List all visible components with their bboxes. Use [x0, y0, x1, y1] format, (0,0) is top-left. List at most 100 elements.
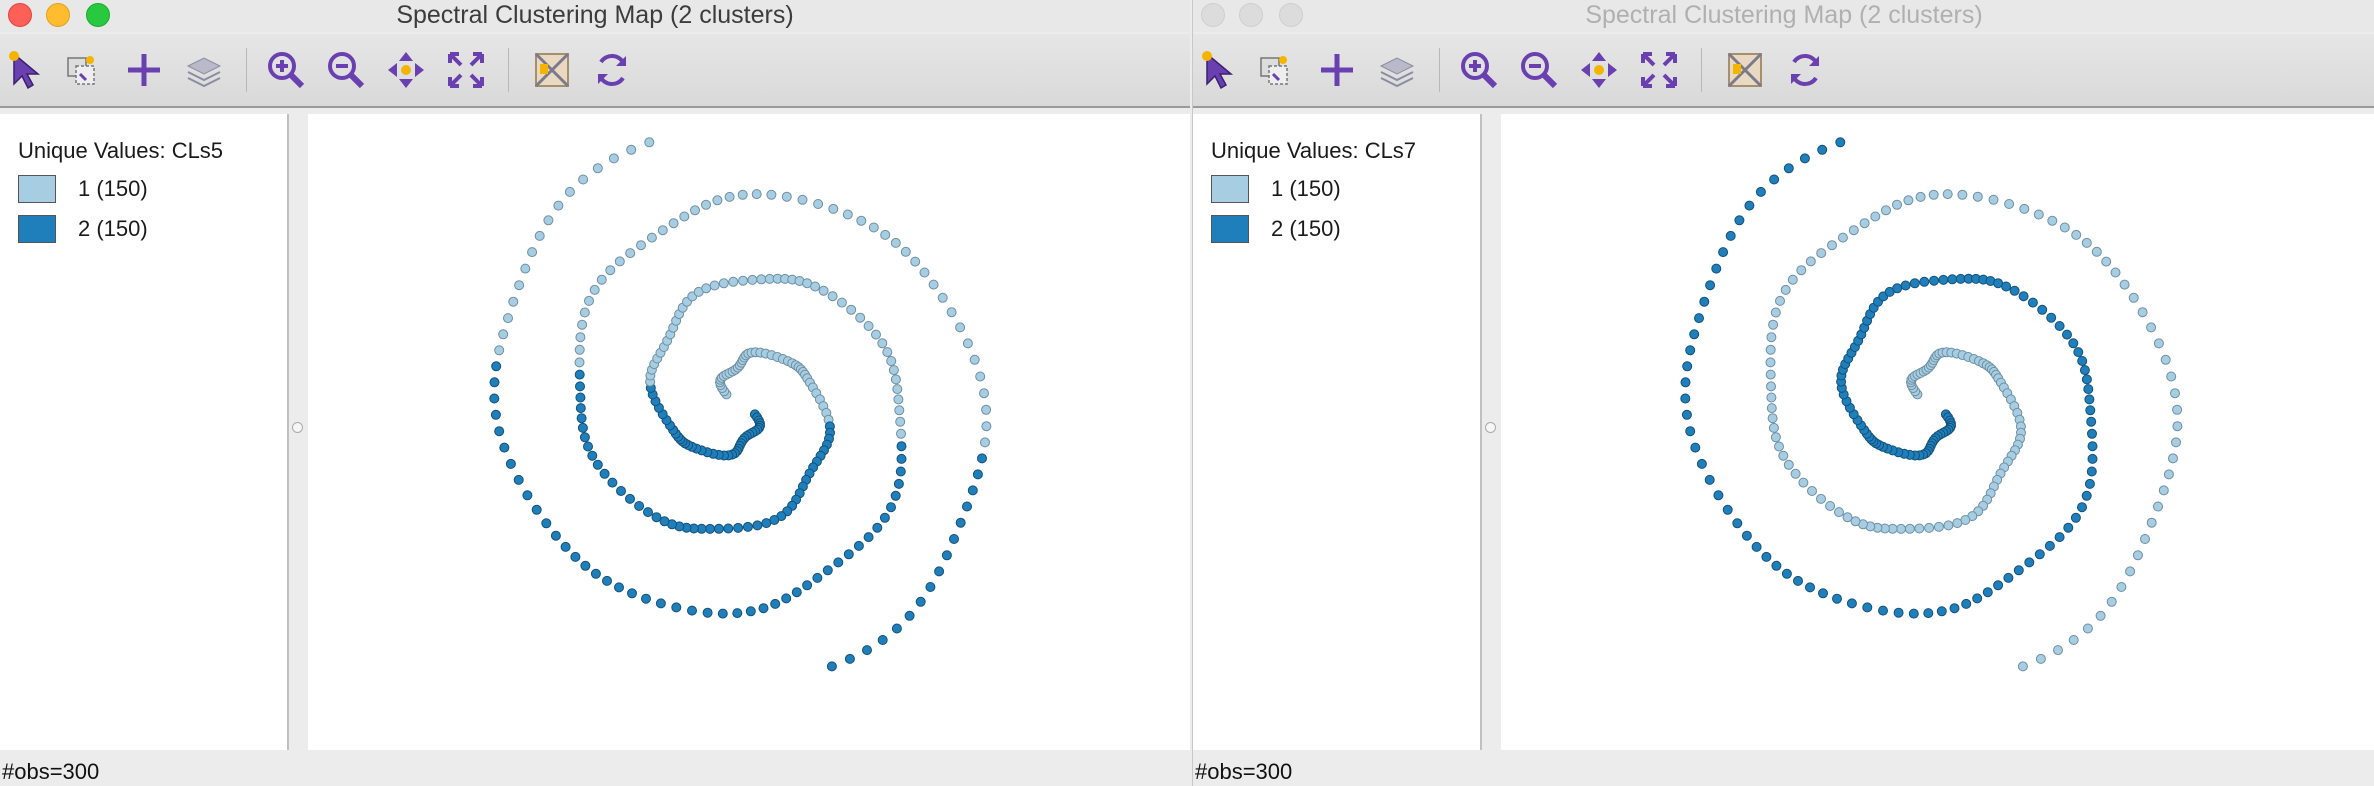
map-point: [1848, 225, 1859, 236]
map-point: [634, 501, 645, 511]
legend-item[interactable]: 1 (150): [18, 174, 148, 204]
map-point: [1942, 189, 1953, 200]
map-point: [534, 230, 545, 241]
maximize-window-button[interactable]: [1279, 3, 1303, 27]
zoom-in-icon[interactable]: [1457, 48, 1501, 92]
map-point: [2119, 279, 2130, 290]
map-point: [1881, 205, 1891, 216]
minimize-window-button[interactable]: [1239, 3, 1263, 27]
map-point: [1783, 163, 1794, 174]
legend-item[interactable]: 1 (150): [1211, 174, 1341, 204]
map-point: [880, 229, 891, 240]
add-icon[interactable]: [122, 48, 166, 92]
map-point: [2137, 307, 2148, 318]
map-point: [802, 580, 813, 591]
map-point: [1766, 403, 1777, 414]
add-icon[interactable]: [1315, 48, 1359, 92]
map-point: [564, 186, 575, 197]
map-point: [1774, 441, 1784, 452]
pan-icon[interactable]: [1577, 48, 1621, 92]
map-point: [2087, 453, 2098, 464]
map-point: [900, 246, 911, 257]
map-canvas[interactable]: [308, 114, 1190, 750]
map-point: [1834, 507, 1844, 518]
map-point: [1722, 504, 1733, 515]
map-point: [1682, 361, 1693, 372]
select-copy-icon[interactable]: [60, 48, 104, 92]
map-point: [553, 200, 564, 211]
map-point: [2062, 329, 2072, 340]
map-point: [1718, 247, 1729, 258]
close-window-button[interactable]: [1201, 3, 1225, 27]
map-point: [1929, 275, 1939, 286]
map-point: [1817, 144, 1828, 155]
fit-extent-icon[interactable]: [1637, 48, 1681, 92]
zoom-in-icon[interactable]: [264, 48, 308, 92]
legend-item[interactable]: 2 (150): [1211, 214, 1341, 244]
map-point: [679, 211, 690, 222]
map-point: [1972, 593, 1983, 604]
map-point: [602, 575, 612, 586]
basemap-icon[interactable]: [1723, 48, 1767, 92]
maximize-window-button[interactable]: [86, 3, 110, 27]
map-point: [969, 354, 980, 365]
map-point: [489, 377, 500, 388]
map-point: [490, 409, 501, 420]
select-copy-icon[interactable]: [1253, 48, 1297, 92]
fit-extent-icon[interactable]: [444, 48, 488, 92]
select-arrow-icon[interactable]: [1197, 48, 1241, 92]
map-point: [583, 441, 593, 452]
panel-splitter[interactable]: [1483, 114, 1499, 750]
pan-icon[interactable]: [384, 48, 428, 92]
map-point: [892, 384, 903, 395]
zoom-out-icon[interactable]: [1517, 48, 1561, 92]
map-point: [1767, 413, 1778, 424]
map-toolbar: [0, 34, 1190, 108]
minimize-window-button[interactable]: [46, 3, 70, 27]
map-point: [1793, 575, 1803, 586]
layers-icon[interactable]: [1375, 48, 1419, 92]
map-canvas[interactable]: [1501, 114, 2374, 750]
map-point: [1846, 598, 1857, 609]
point-map[interactable]: [308, 114, 1190, 750]
basemap-icon[interactable]: [530, 48, 574, 92]
map-point: [752, 520, 763, 531]
map-point: [893, 394, 904, 405]
map-point: [843, 549, 854, 560]
map-point: [2084, 478, 2095, 489]
map-point: [977, 453, 987, 464]
map-point: [646, 232, 657, 243]
map-point: [560, 541, 571, 552]
panel-splitter[interactable]: [290, 114, 306, 750]
map-point: [505, 458, 516, 469]
refresh-icon[interactable]: [1783, 48, 1827, 92]
layers-icon[interactable]: [182, 48, 226, 92]
refresh-icon[interactable]: [590, 48, 634, 92]
point-map[interactable]: [1501, 114, 2374, 750]
map-point: [732, 608, 743, 619]
map-window-right: Spectral Clustering Map (2 clusters): [1192, 0, 2374, 786]
title-bar[interactable]: Spectral Clustering Map (2 clusters): [0, 0, 1190, 32]
close-window-button[interactable]: [8, 3, 32, 27]
map-point: [625, 493, 635, 504]
map-point: [733, 522, 744, 533]
map-point: [575, 332, 586, 343]
map-point: [1704, 474, 1715, 485]
map-point: [751, 189, 762, 200]
map-point: [2046, 312, 2057, 323]
map-point: [742, 521, 753, 532]
map-point: [2079, 365, 2090, 376]
map-point: [626, 144, 637, 155]
map-point: [1713, 490, 1724, 501]
map-point: [1928, 189, 1939, 200]
select-arrow-icon[interactable]: [4, 48, 48, 92]
zoom-out-icon[interactable]: [324, 48, 368, 92]
title-bar[interactable]: Spectral Clustering Map (2 clusters): [1193, 0, 2374, 32]
map-point: [886, 502, 896, 513]
legend-item[interactable]: 2 (150): [18, 214, 148, 244]
map-point: [614, 582, 624, 593]
map-point: [2054, 532, 2065, 543]
map-point: [1938, 274, 1949, 285]
map-point: [491, 361, 502, 372]
map-point: [979, 388, 989, 399]
